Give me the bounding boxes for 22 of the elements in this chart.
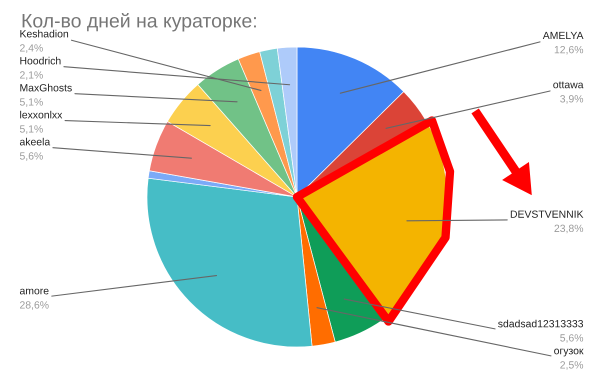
data-label: 2,5% (560, 361, 584, 370)
slice-label: ottawa (553, 81, 584, 88)
slice-label: Keshadion (20, 30, 68, 38)
data-label: 12,6% (554, 46, 584, 55)
slice-label: огузок (554, 348, 584, 356)
data-label: 28,6% (20, 301, 49, 310)
data-label: 3,9% (560, 95, 584, 104)
data-label: 2,4% (20, 44, 43, 53)
slice-label: MaxGhosts (20, 84, 72, 92)
data-label: 23,8% (554, 224, 584, 234)
slice-label: sdadsad12313333 (498, 320, 584, 328)
data-label: 2,1% (20, 71, 43, 80)
slice-label: amore (20, 288, 49, 294)
data-label: 5,1% (20, 98, 43, 107)
slice-label: Hoodrich (20, 56, 61, 64)
data-label: 5,6% (20, 152, 43, 161)
slice-label: lexxonlxx (20, 110, 62, 118)
slice-label: akeela (20, 138, 50, 146)
data-label: 5,6% (560, 334, 584, 343)
data-label: 5,1% (20, 125, 43, 134)
slice-label: AMELYA (542, 32, 584, 40)
slice-label: DEVSTVENNIK (510, 210, 584, 218)
